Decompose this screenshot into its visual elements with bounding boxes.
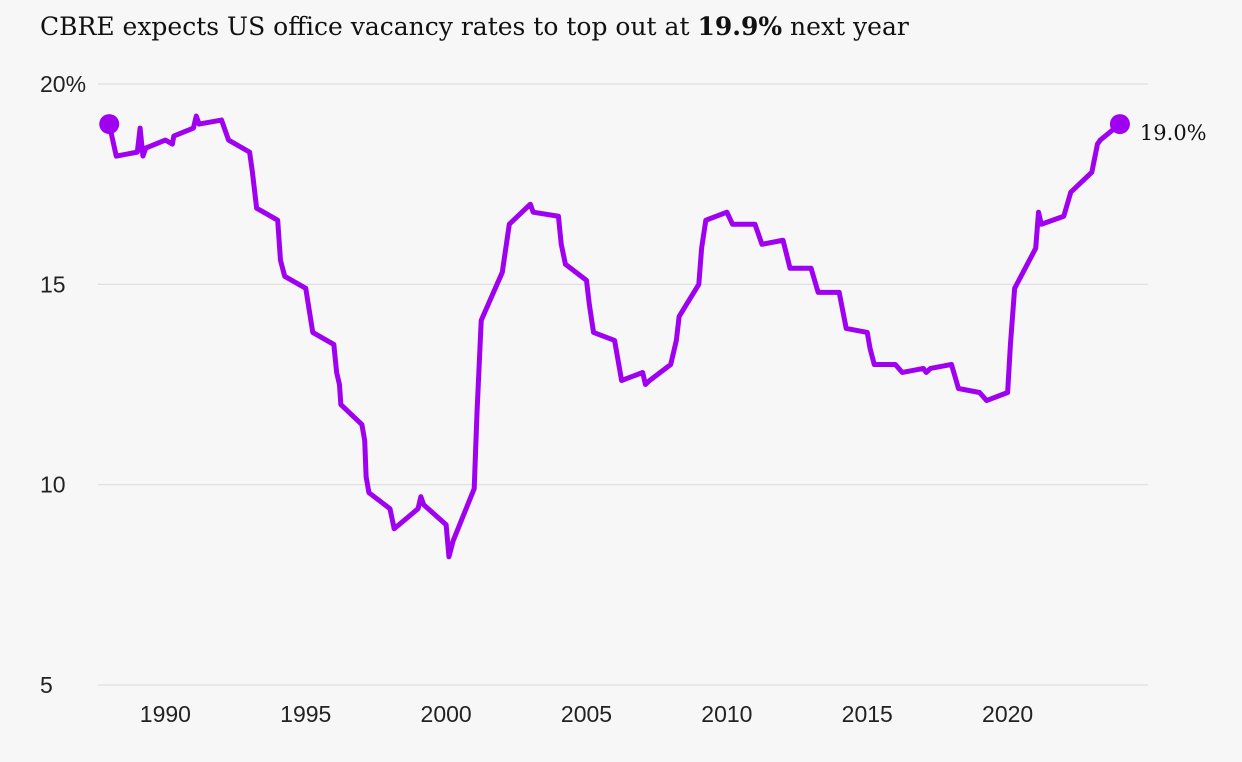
x-tick-label: 2010 xyxy=(701,701,752,727)
x-tick-label: 2005 xyxy=(561,701,612,727)
x-tick-label: 1995 xyxy=(280,701,331,727)
chart-title: CBRE expects US office vacancy rates to … xyxy=(40,12,909,41)
title-suffix: next year xyxy=(782,12,909,41)
x-axis-ticks: 1990 1995 2000 2005 2010 2015 2020 xyxy=(140,701,1033,727)
y-tick-label: 5 xyxy=(40,672,53,698)
start-point-marker xyxy=(99,114,120,135)
y-tick-label: 15 xyxy=(40,271,66,297)
y-tick-label: 20% xyxy=(40,71,86,97)
gridlines xyxy=(98,83,1148,686)
series-line xyxy=(106,113,1123,560)
x-tick-label: 1990 xyxy=(140,701,191,727)
title-prefix: CBRE expects US office vacancy rates to … xyxy=(40,12,698,41)
x-tick-label: 2015 xyxy=(842,701,893,727)
end-value-label: 19.0% xyxy=(1140,121,1207,145)
title-highlight: 19.9% xyxy=(697,12,783,41)
y-axis-ticks: 5 10 15 20% xyxy=(40,71,86,698)
x-tick-label: 2020 xyxy=(982,701,1033,727)
y-tick-label: 10 xyxy=(40,472,66,498)
end-point-marker xyxy=(1109,114,1130,135)
x-tick-label: 2000 xyxy=(421,701,472,727)
series-layer: 19.0% xyxy=(99,113,1207,560)
